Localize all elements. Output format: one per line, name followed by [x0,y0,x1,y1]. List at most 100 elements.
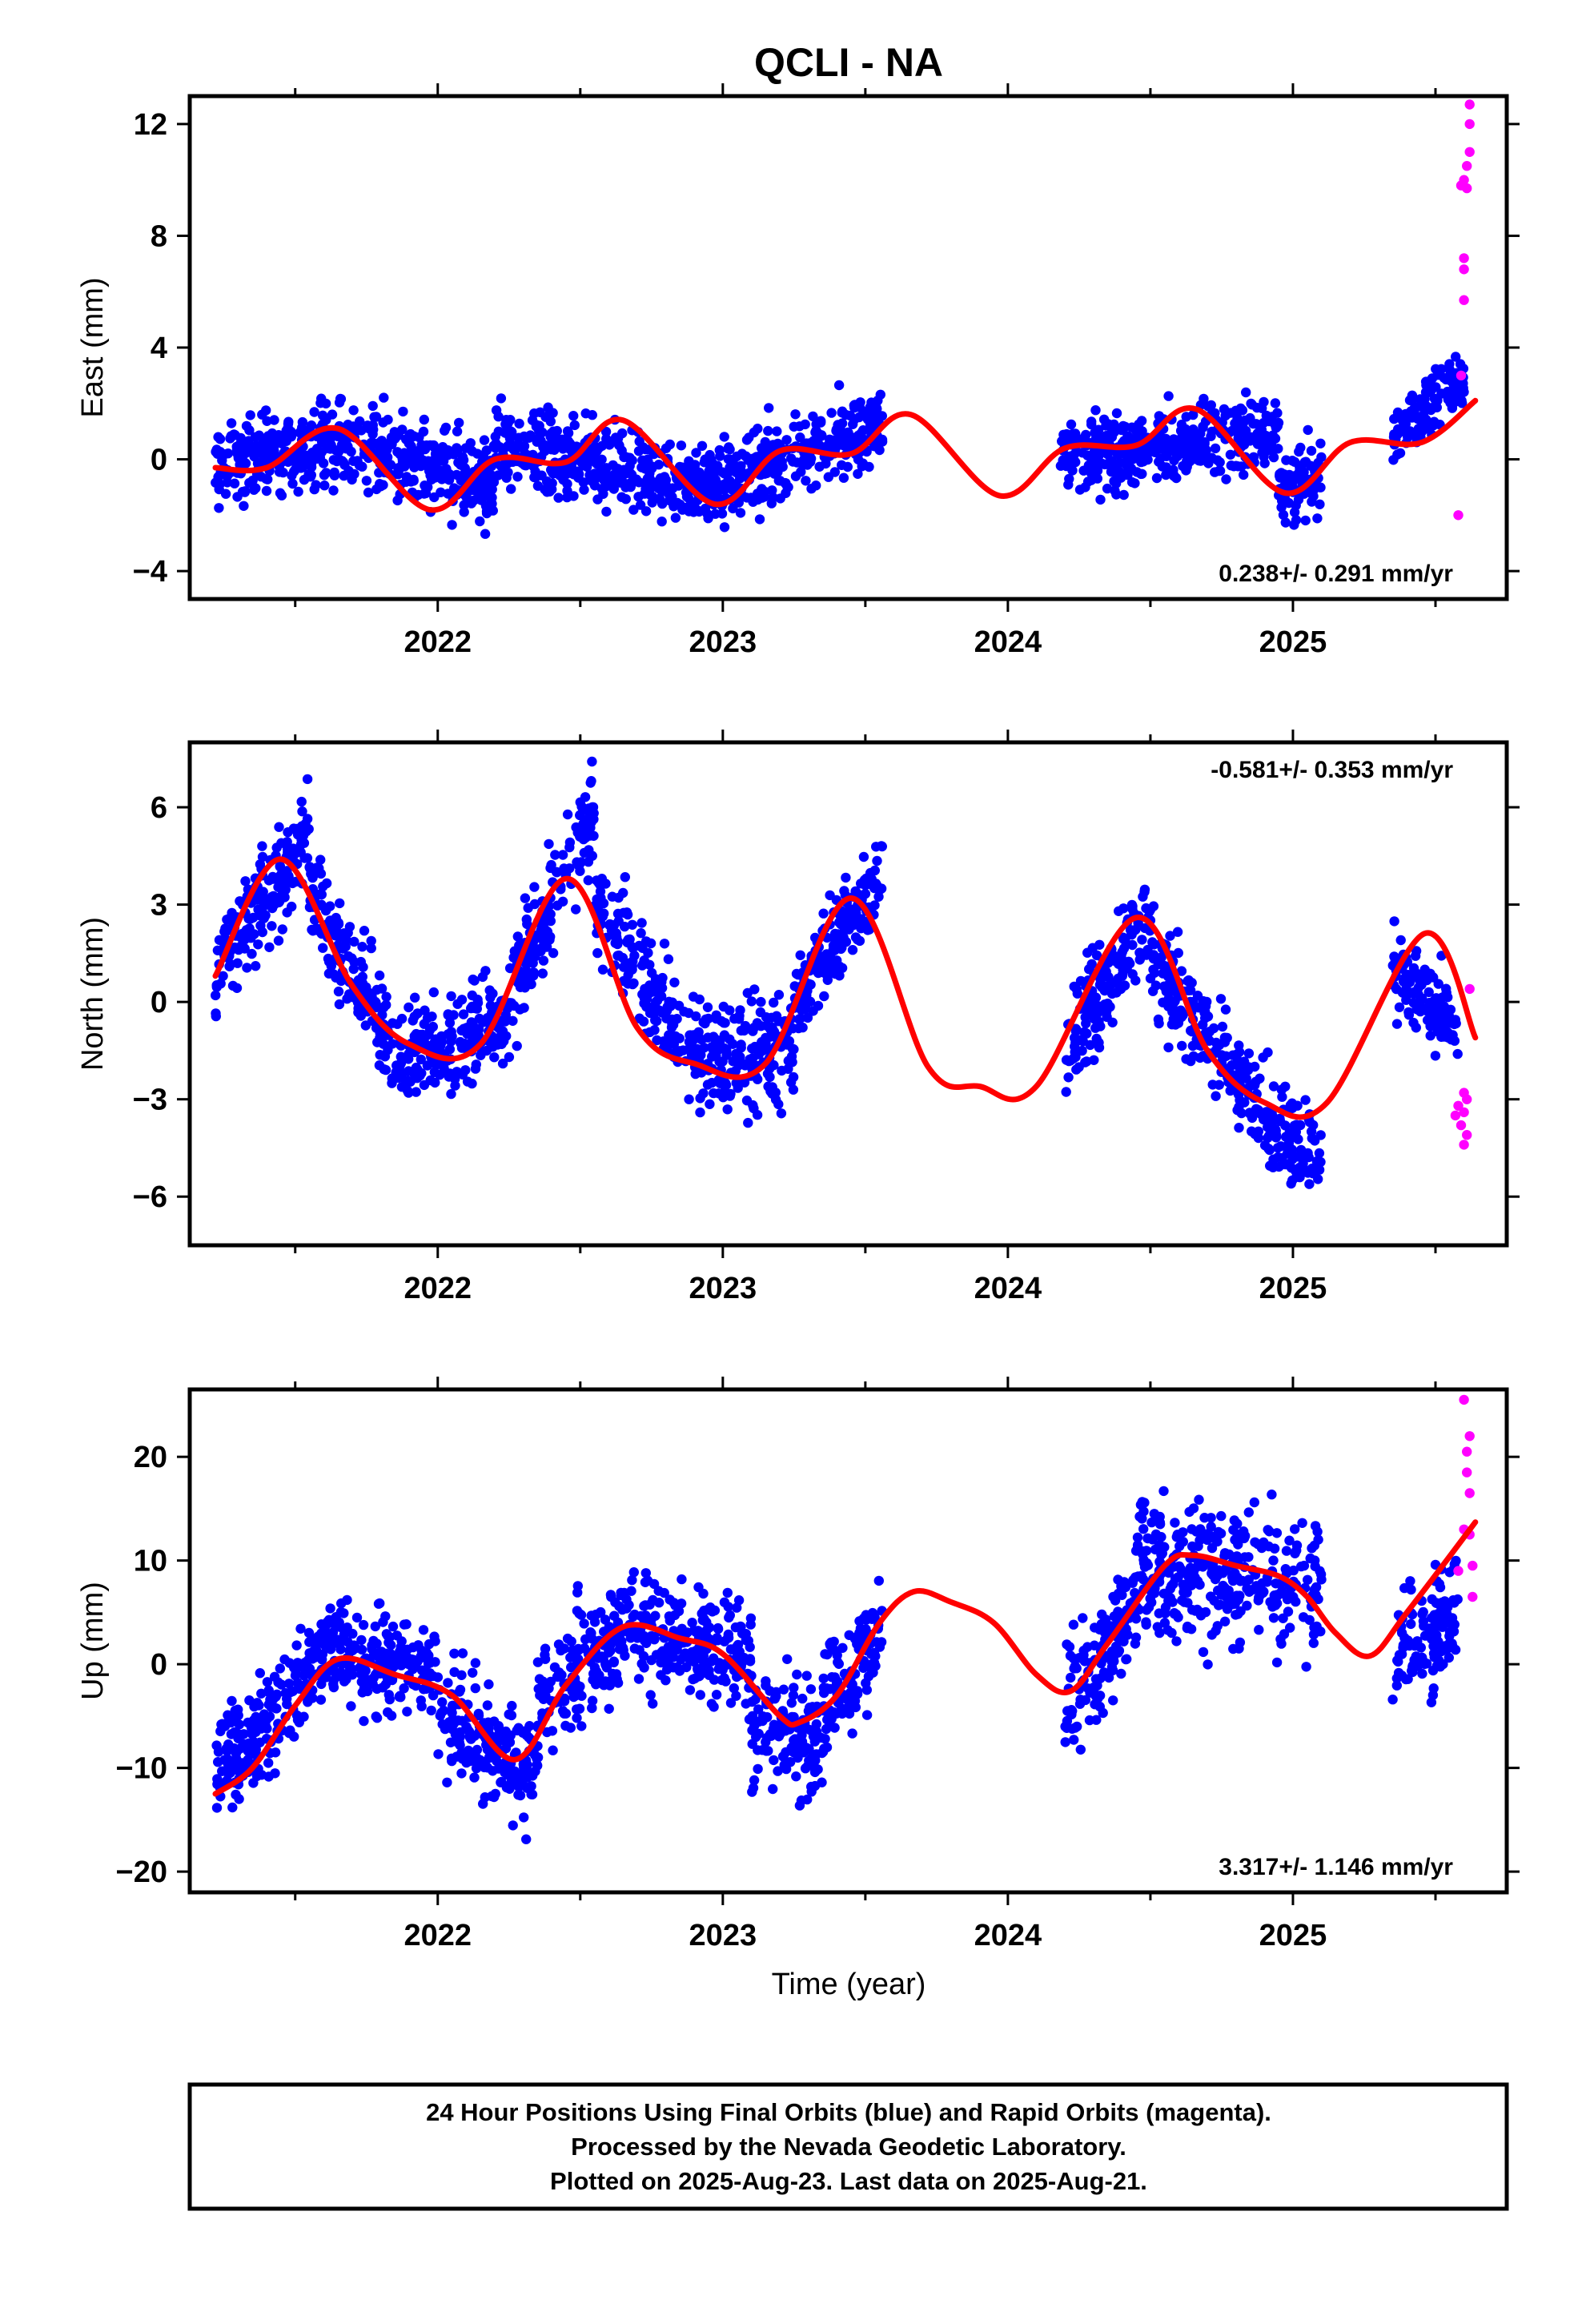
final-orbit-point [691,448,701,458]
final-orbit-point [452,426,463,436]
final-orbit-point [644,489,654,500]
final-orbit-point [382,444,392,455]
final-orbit-point [711,1010,721,1021]
final-orbit-point [508,952,519,963]
final-orbit-point [694,994,705,1005]
final-orbit-point [618,887,628,899]
final-orbit-point [302,814,313,824]
final-orbit-point [781,478,791,489]
final-orbit-point [1233,461,1243,472]
final-orbit-point [348,405,359,416]
final-orbit-point [325,1644,336,1655]
final-orbit-point [333,986,344,997]
final-orbit-point [1063,1072,1074,1083]
final-orbit-point [402,1707,412,1717]
final-orbit-point [1138,449,1149,460]
final-orbit-point [873,1575,885,1586]
final-orbit-point [499,1035,509,1047]
final-orbit-point [1106,979,1116,991]
final-orbit-point [344,1669,355,1679]
final-orbit-point [591,1679,601,1689]
final-orbit-point [537,427,548,438]
final-orbit-point [1127,939,1138,951]
final-orbit-point [1443,1032,1453,1043]
final-orbit-point [412,1008,423,1019]
final-orbit-point [595,887,606,897]
final-orbit-point [717,1675,727,1686]
final-orbit-point [452,1736,463,1747]
final-orbit-point [283,875,293,886]
final-orbit-point [1306,445,1317,456]
final-orbit-point [592,894,602,905]
final-orbit-point [508,1015,518,1027]
final-orbit-point [299,853,310,863]
final-orbit-point [473,1708,484,1719]
final-orbit-point [471,1763,482,1774]
final-orbit-point [472,1744,483,1755]
final-orbit-point [393,463,404,473]
final-orbit-point [571,1679,581,1689]
final-orbit-point [356,425,367,436]
final-orbit-point [722,1104,733,1115]
final-orbit-point [825,890,835,901]
rapid-orbit-point [1462,161,1472,171]
final-orbit-point [658,1036,669,1047]
x-tick-label: 2025 [1259,1272,1327,1305]
final-orbit-point [1118,932,1129,943]
final-orbit-point [785,453,797,464]
final-orbit-point [573,472,584,483]
final-orbit-point [1215,465,1226,476]
y-tick-label: 12 [134,108,167,142]
final-orbit-point [1314,1148,1325,1159]
final-orbit-point [371,1638,382,1649]
final-orbit-point [710,509,721,519]
final-orbit-point [719,522,730,533]
final-orbit-point [704,1634,715,1644]
final-orbit-point [287,478,298,489]
north-velocity-label: -0.581+/- 0.353 mm/yr [1211,757,1453,783]
final-orbit-point [257,841,267,851]
final-orbit-point [1099,459,1110,470]
final-orbit-point [429,492,440,503]
final-orbit-point [723,1602,733,1612]
final-orbit-point [1311,480,1322,490]
final-orbit-point [808,1006,818,1016]
final-orbit-point [604,1703,614,1714]
final-orbit-point [229,1758,239,1768]
final-orbit-point [604,471,615,481]
final-orbit-point [811,480,821,491]
final-orbit-point [418,426,429,437]
final-orbit-point [869,439,881,450]
final-orbit-point [351,1642,361,1654]
final-orbit-point [1268,1154,1279,1164]
final-orbit-point [1158,997,1168,1008]
final-orbit-point [546,428,556,439]
final-orbit-point [1086,468,1097,479]
final-orbit-point [598,489,608,499]
final-orbit-point [690,1646,701,1656]
final-orbit-point [570,1652,580,1663]
final-orbit-point [715,451,725,461]
final-orbit-point [296,796,307,807]
final-orbit-point [239,1729,249,1739]
final-orbit-point [550,850,560,860]
final-orbit-point [705,1602,716,1613]
final-orbit-point [1086,997,1097,1008]
final-orbit-point [818,1673,829,1684]
final-orbit-point [484,1751,495,1762]
final-orbit-point [371,1711,381,1722]
final-orbit-point [303,1697,313,1707]
final-orbit-point [1303,1152,1314,1163]
final-orbit-point [1395,935,1406,946]
final-orbit-point [701,1014,711,1025]
final-orbit-point [670,1600,681,1610]
final-orbit-point [385,460,396,470]
final-orbit-point [805,1703,815,1713]
final-orbit-point [605,1590,616,1600]
final-orbit-point [1172,927,1183,937]
final-orbit-point [1441,987,1452,998]
final-orbit-point [771,1691,781,1702]
final-orbit-point [709,1702,719,1712]
final-orbit-point [732,1602,742,1613]
final-orbit-point [472,448,483,459]
